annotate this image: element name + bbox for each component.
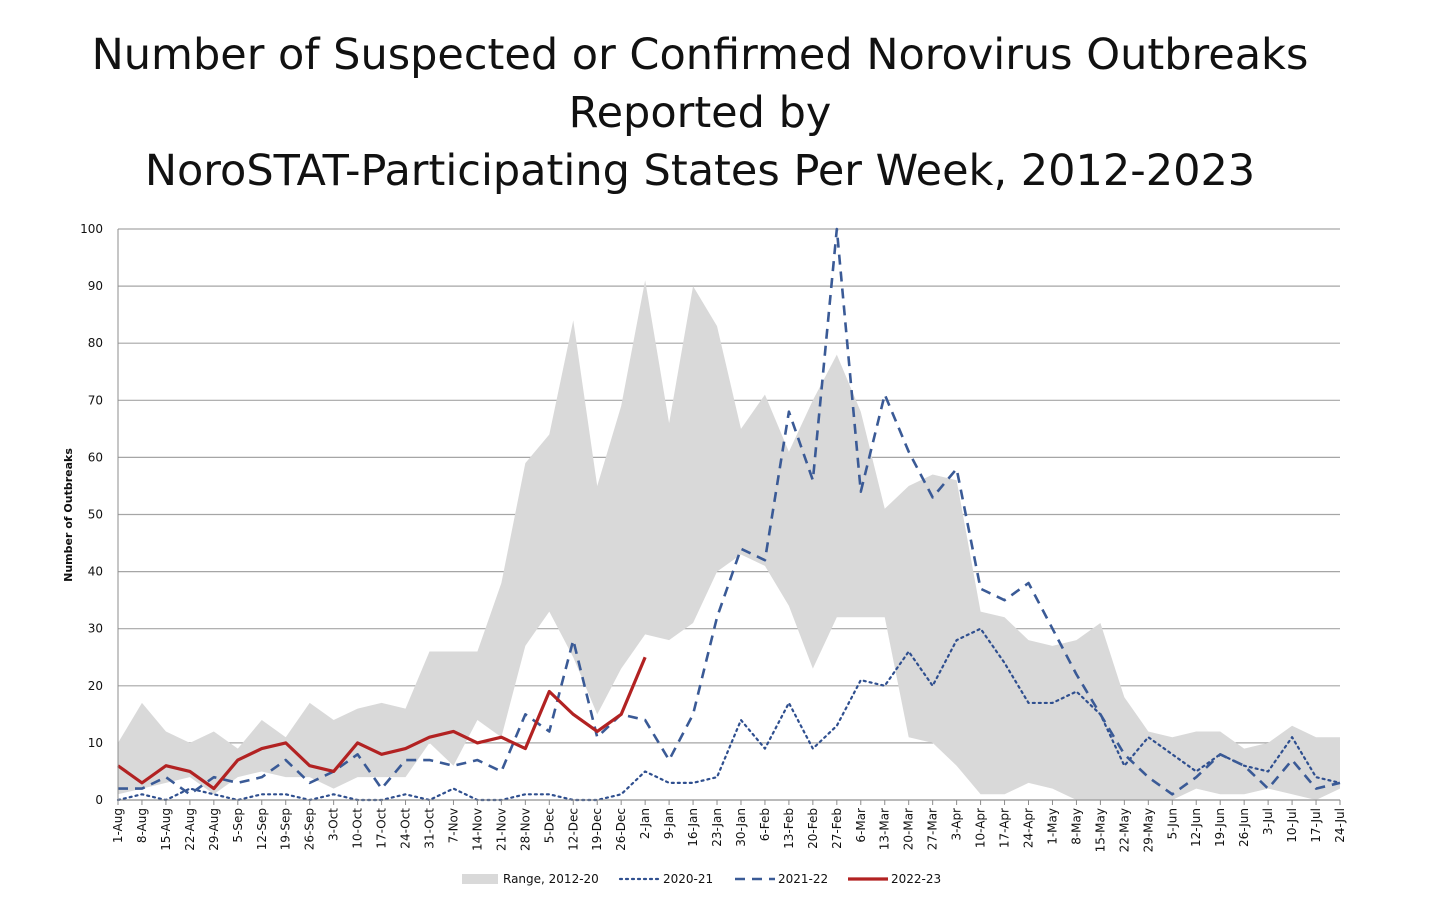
x-tick-label: 20-Feb xyxy=(806,808,820,849)
legend-label-2022-23: 2022-23 xyxy=(891,872,941,886)
chart-title: Number of Suspected or Confirmed Norovir… xyxy=(0,26,1400,200)
series-line-2020-21 xyxy=(116,627,1342,802)
y-tick-label: 40 xyxy=(88,565,103,579)
legend-swatch-range xyxy=(462,874,498,884)
y-tick-label: 60 xyxy=(88,450,103,464)
x-tick-label: 3-Apr xyxy=(950,808,964,841)
x-tick-label: 8-May xyxy=(1069,808,1083,845)
legend-label-2021-22: 2021-22 xyxy=(778,872,828,886)
x-tick-label: 27-Feb xyxy=(830,808,844,849)
title-line-1: Number of Suspected or Confirmed Norovir… xyxy=(91,30,1309,80)
x-tick-label: 24-Jul xyxy=(1333,808,1347,843)
x-tick-label: 31-Oct xyxy=(422,808,436,849)
x-tick-label: 6-Feb xyxy=(758,808,772,841)
x-tick-label: 2-Jan xyxy=(638,808,652,839)
x-tick-label: 1-Aug xyxy=(111,808,125,843)
x-tick-label: 5-Jun xyxy=(1165,808,1179,839)
x-tick-label: 13-Feb xyxy=(782,808,796,849)
y-tick-label: 10 xyxy=(88,736,103,750)
x-tick-label: 12-Jun xyxy=(1189,808,1203,847)
series-lines xyxy=(116,227,1342,802)
x-tick-label: 26-Jun xyxy=(1237,808,1251,847)
x-tick-label: 7-Nov xyxy=(446,808,460,843)
series-line-2022-23 xyxy=(117,656,647,791)
range-area-shape xyxy=(118,280,1340,800)
y-tick-label: 30 xyxy=(88,622,103,636)
x-tick-label: 22-Aug xyxy=(183,808,197,851)
y-tick-label: 0 xyxy=(95,793,103,807)
x-tick-label: 29-May xyxy=(1141,808,1155,852)
y-tick-label: 100 xyxy=(80,222,103,236)
y-tick-label: 80 xyxy=(88,336,103,350)
x-tick-label: 10-Apr xyxy=(974,808,988,848)
legend-label-2020-21: 2020-21 xyxy=(663,872,713,886)
x-tick-label: 29-Aug xyxy=(207,808,221,851)
x-tick-label: 17-Jul xyxy=(1309,808,1323,843)
y-axis-label: Number of Outbreaks xyxy=(62,448,75,582)
x-tick-label: 15-May xyxy=(1093,808,1107,852)
x-tick-label: 10-Jul xyxy=(1285,808,1299,843)
x-tick-label: 5-Dec xyxy=(542,808,556,843)
title-line-2: Reported by xyxy=(568,88,832,138)
axes: 0 10 20 30 40 50 60 70 80 90 100 1-Aug 8-Aug 15-Aug 22… xyxy=(80,222,1347,852)
y-tick-label: 50 xyxy=(88,508,103,522)
x-tick-label: 1-May xyxy=(1045,808,1059,845)
x-tick-label: 3-Oct xyxy=(327,808,341,841)
x-tick-label: 17-Oct xyxy=(375,808,389,849)
x-tick-label: 19-Jun xyxy=(1213,808,1227,847)
x-tick-label: 3-Jul xyxy=(1261,808,1275,835)
x-tick-label: 30-Jan xyxy=(734,808,748,847)
x-tick-label: 10-Oct xyxy=(351,808,365,849)
x-tick-label: 22-May xyxy=(1117,808,1131,852)
x-tick-label: 28-Nov xyxy=(518,808,532,851)
title-line-3: NoroSTAT-Participating States Per Week, … xyxy=(144,146,1256,196)
legend: Range, 2012-20 2020-21 2021-22 2022-23 xyxy=(462,872,941,886)
x-tick-label: 19-Sep xyxy=(279,808,293,850)
legend-label-range: Range, 2012-20 xyxy=(503,872,599,886)
x-tick-label: 12-Sep xyxy=(255,808,269,850)
x-tick-label: 19-Dec xyxy=(590,808,604,851)
x-tick-label: 21-Nov xyxy=(494,808,508,851)
x-tick-label: 15-Aug xyxy=(159,808,173,851)
x-tick-label: 26-Sep xyxy=(303,808,317,850)
y-tick-label: 20 xyxy=(88,679,103,693)
x-tick-label: 13-Mar xyxy=(878,808,892,850)
x-tick-label: 8-Aug xyxy=(135,808,149,843)
x-tick-label: 6-Mar xyxy=(854,808,868,843)
x-tick-label: 26-Dec xyxy=(614,808,628,851)
x-tick-label: 5-Sep xyxy=(231,808,245,843)
x-tick-label: 27-Mar xyxy=(926,808,940,850)
x-tick-label: 16-Jan xyxy=(686,808,700,847)
y-tick-label: 90 xyxy=(88,279,103,293)
y-tick-label: 70 xyxy=(88,393,103,407)
x-tick-label: 14-Nov xyxy=(470,808,484,851)
x-tick-label: 24-Oct xyxy=(399,808,413,849)
x-tick-label: 9-Jan xyxy=(662,808,676,839)
x-tick-label: 17-Apr xyxy=(998,808,1012,848)
range-area xyxy=(118,280,1340,800)
x-tick-label: 12-Dec xyxy=(566,808,580,851)
x-tick-label: 20-Mar xyxy=(902,808,916,850)
x-tick-label: 23-Jan xyxy=(710,808,724,847)
x-tick-label: 24-Apr xyxy=(1022,808,1036,848)
